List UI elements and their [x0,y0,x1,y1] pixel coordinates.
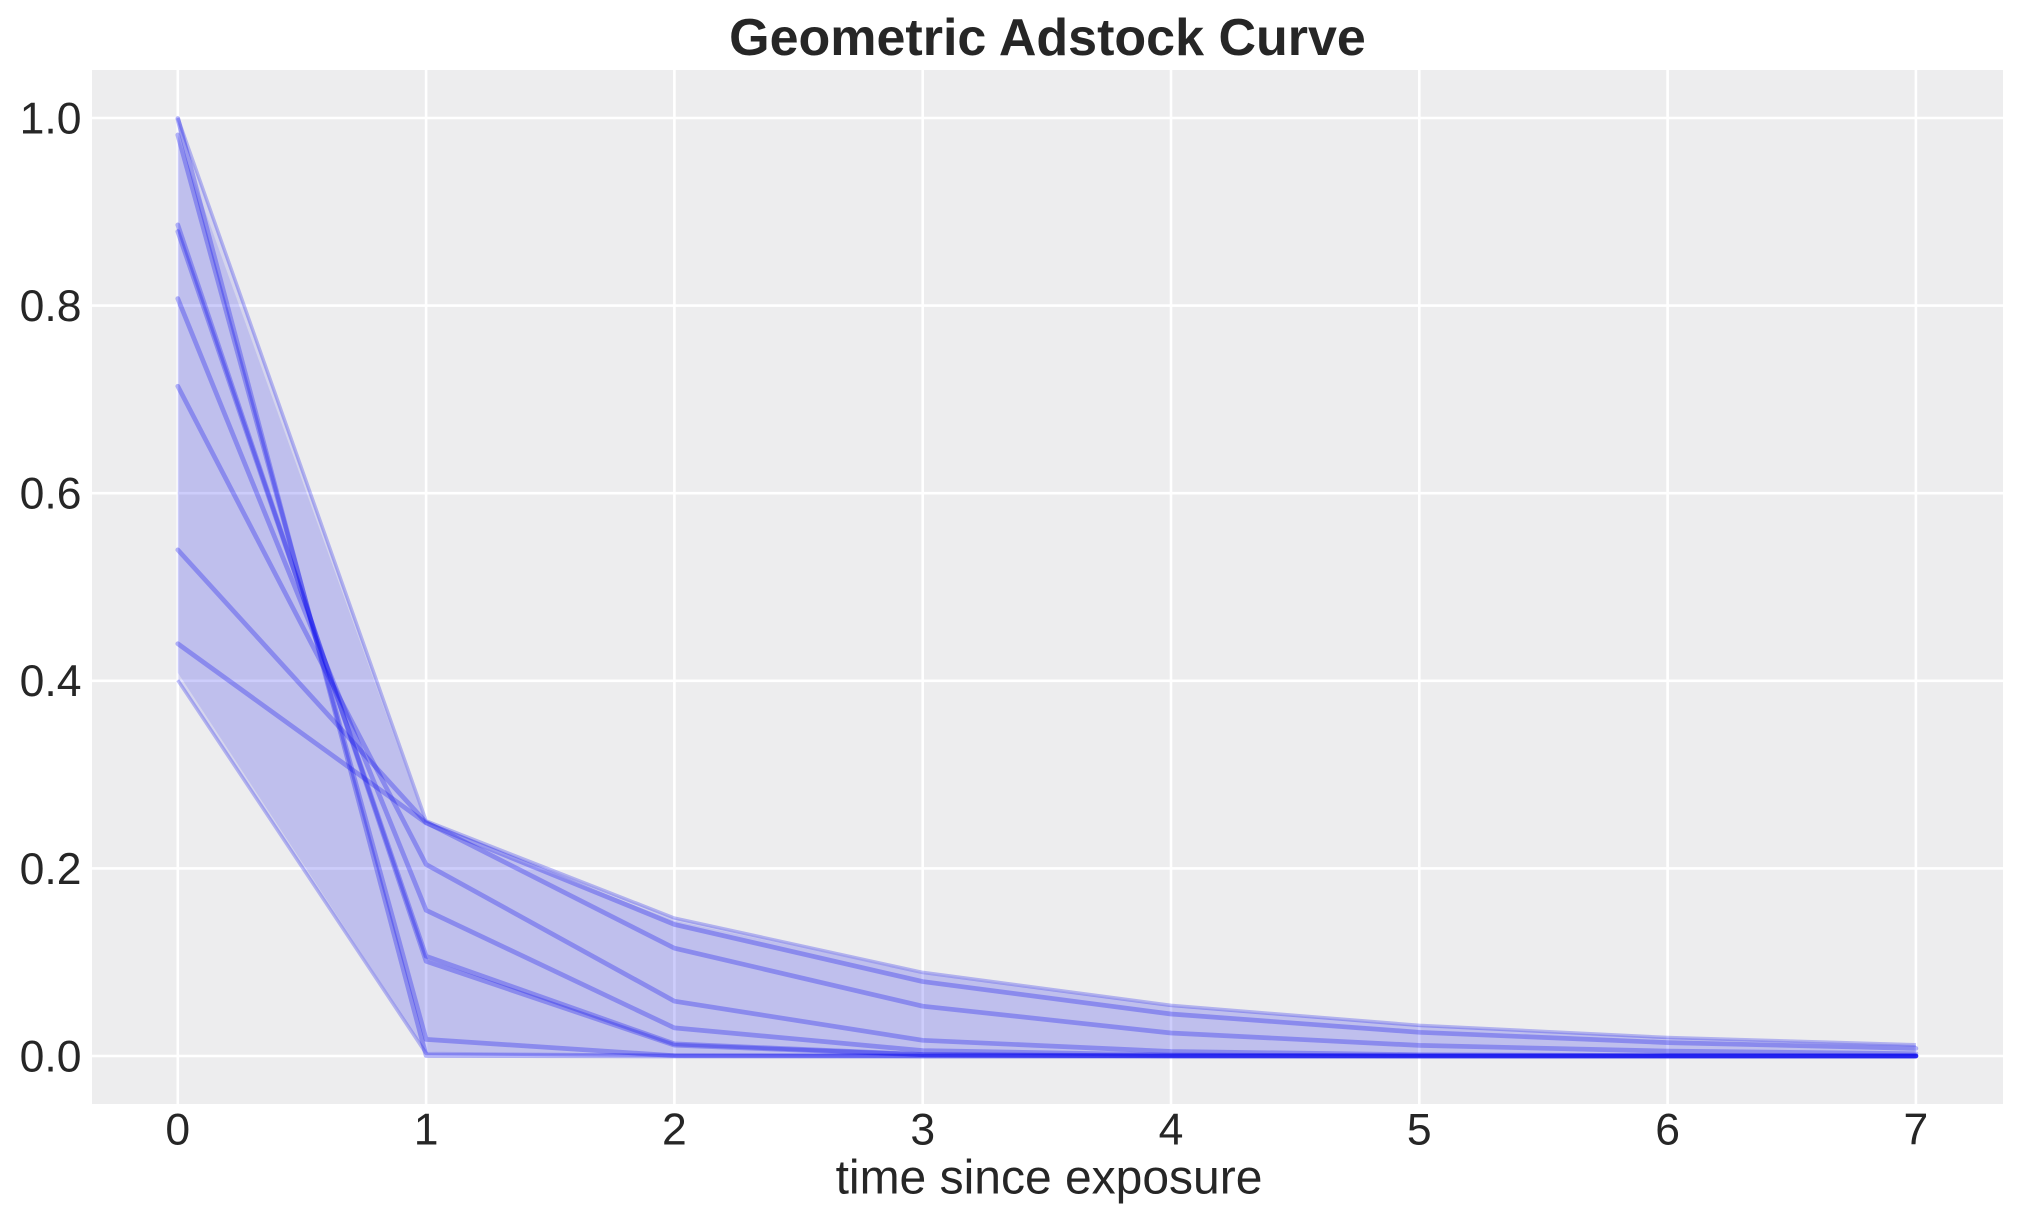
svg-text:0: 0 [165,1106,190,1155]
svg-text:5: 5 [1407,1106,1432,1155]
svg-text:0.8: 0.8 [20,282,82,331]
svg-text:1.0: 1.0 [20,94,82,143]
svg-text:2: 2 [662,1106,687,1155]
svg-text:0.2: 0.2 [20,845,82,894]
svg-text:1: 1 [414,1106,439,1155]
svg-text:time since exposure: time since exposure [836,1152,1263,1205]
svg-text:4: 4 [1159,1106,1184,1155]
svg-text:3: 3 [910,1106,935,1155]
svg-text:0.4: 0.4 [20,657,82,706]
svg-text:0.0: 0.0 [20,1032,82,1081]
svg-text:Geometric Adstock Curve: Geometric Adstock Curve [729,9,1366,67]
svg-text:0.6: 0.6 [20,470,82,519]
svg-text:7: 7 [1904,1106,1929,1155]
svg-text:6: 6 [1655,1106,1680,1155]
